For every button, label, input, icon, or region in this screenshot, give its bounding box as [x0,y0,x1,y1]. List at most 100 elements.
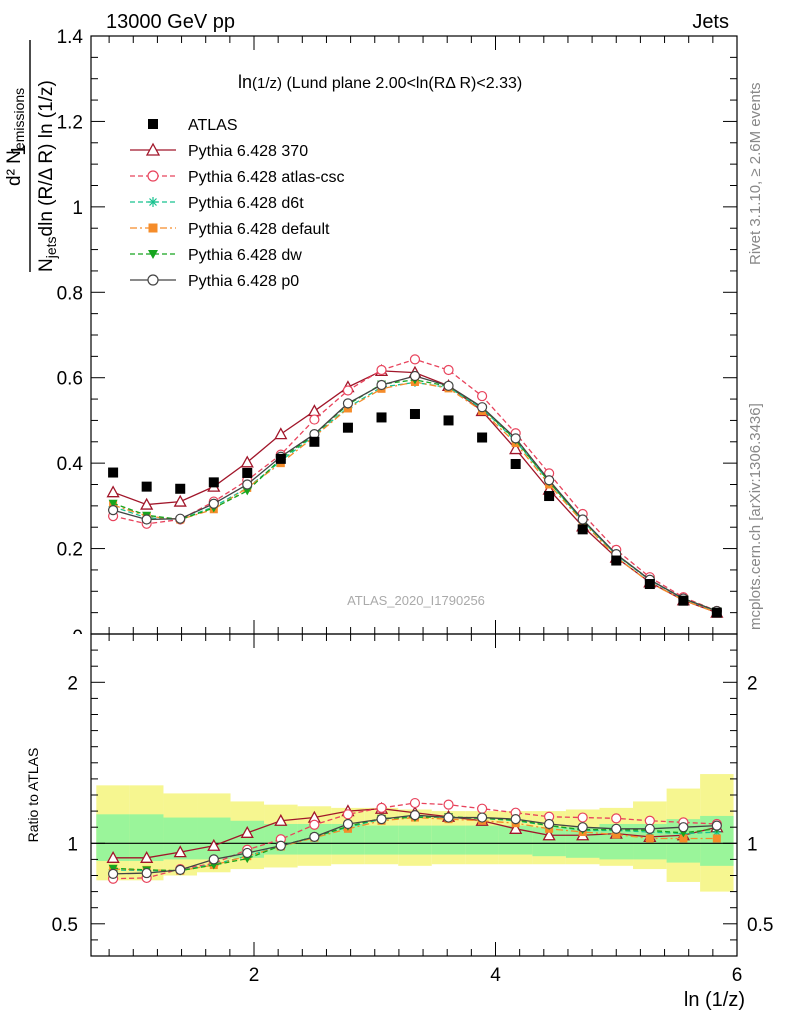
y-label-numerator-main: d² N [4,150,25,186]
atlas-data-point-0 [108,467,119,478]
ratio-point-pythia-6-428-p0-3 [208,854,219,865]
ratio-y-axis-label: Ratio to ATLAS [25,748,41,843]
rivet-version-label: Rivet 3.1.10, ≥ 2.6M events [747,83,764,266]
lower-y-tick-label-right-0: 0.5 [747,915,773,936]
ratio-point-pythia-6-428-370-1 [140,850,154,863]
legend-marker-pythia-6-428-d6t-stroke-d2 [149,198,157,206]
lower-y-tick-label-1: 1 [67,834,78,855]
ratio-point-pythia-6-428-default-17 [679,834,688,843]
upper-point-pythia-6-428-370-0 [106,485,120,498]
legend: ATLAS Pythia 6.428 370 Pythia 6.428 atlas-… [130,117,345,290]
upper-point-pythia-6-428-p0-7 [342,398,354,409]
mcplots-label: mcplots.cern.ch [arXiv:1306.3436] [747,403,764,630]
ratio-point-pythia-6-428-atlas-csc-15 [611,813,622,824]
upper-point-pythia-6-428-p0-8 [376,379,387,391]
ratio-point-pythia-6-428-p0-7 [342,818,354,830]
upper-point-pythia-6-428-370-12 [509,442,523,455]
upper-point-pythia-6-428-370-4 [240,455,254,468]
ratio-point-pythia-6-428-dw-0 [108,864,118,873]
ratio-point-pythia-6-428-370-13 [542,828,556,841]
ratio-point-pythia-6-428-p0-4 [242,847,253,859]
plot-title-main: ln [238,72,252,92]
atlas-data-point-11 [477,432,488,443]
ratio-point-pythia-6-428-370-4 [240,825,254,838]
lower-y-tick-label-2: 2 [67,673,78,694]
x-axis-label: ln (1/z) [684,989,745,1011]
ratio-point-pythia-6-428-p0-6 [309,831,320,842]
upper-y-axis: 0.2 0.4 0.6 0.8 1 1.2 1.4 0 [57,27,737,634]
upper-y-axis-label: 1 d² Nemissions Njetsdln (R/Δ R) ln (1/z… [4,40,59,272]
ratio-point-pythia-6-428-370-2 [173,845,187,858]
upper-point-pythia-6-428-p0-11 [477,402,488,413]
ratio-point-pythia-6-428-p0-10 [443,812,454,823]
atlas-data-point-14 [577,524,588,535]
legend-label-pythia-6-428-atlas-csc: Pythia 6.428 atlas-csc [188,169,345,186]
ratio-point-pythia-6-428-p0-16 [644,823,655,834]
plot-title-rest: (Lund plane 2.00<ln(RΔ R)<2.33) [282,75,522,92]
y-label-denominator-sub: jets [43,236,59,259]
lower-y-tick-label-right-1: 1 [747,834,758,855]
ratio-point-pythia-6-428-atlas-csc-11 [477,803,488,814]
legend-marker-pythia-6-428-dw [148,250,158,259]
upper-line-pythia-6-428-atlas-csc [112,358,718,612]
x-tick-label-1: 4 [490,965,501,986]
upper-series-layer [106,354,724,618]
upper-point-pythia-6-428-p0-2 [175,513,186,524]
upper-point-pythia-6-428-atlas-csc-8 [376,364,387,376]
ratio-point-pythia-6-428-370-5 [274,813,288,826]
plot-title: ln(1/z) (Lund plane 2.00<ln(RΔ R)<2.33) [238,72,522,92]
lower-y-axis: 0.5 0.5 1 1 2 2 [52,649,773,941]
inner-band-bin-11 [465,825,499,855]
upper-point-pythia-6-428-atlas-csc-11 [477,390,488,402]
upper-point-pythia-6-428-p0-4 [242,479,253,490]
legend-marker-pythia-6-428-p0 [147,274,159,286]
upper-y-tick-label-5: 1.2 [57,112,83,133]
ratio-point-pythia-6-428-atlas-csc-8 [376,802,387,813]
upper-point-pythia-6-428-370-5 [274,427,288,440]
ratio-point-pythia-6-428-370-3 [207,838,221,851]
lower-y-tick-label-right-2: 2 [747,673,758,694]
upper-point-pythia-6-428-dw-4 [242,487,252,496]
upper-y-tick-label-1: 0.4 [57,454,84,475]
atlas-data-point-18 [711,607,722,618]
legend-marker-pythia-6-428-atlas-csc [147,170,159,182]
ratio-point-pythia-6-428-370-12 [509,821,523,834]
atlas-data-point-15 [611,555,622,566]
upper-point-pythia-6-428-370-6 [307,404,321,417]
ratio-point-pythia-6-428-p0-14 [577,822,588,833]
inner-band-bin-9 [398,825,432,855]
ratio-uncertainty-bands [96,774,734,892]
upper-point-pythia-6-428-atlas-csc-10 [443,364,454,376]
analysis-watermark: ATLAS_2020_I1790256 [347,593,485,608]
upper-point-pythia-6-428-p0-10 [443,380,454,391]
legend-marker-pythia-6-428-370 [145,142,161,156]
ratio-point-pythia-6-428-atlas-csc-14 [577,812,588,823]
atlas-data-point-13 [544,491,555,502]
upper-point-pythia-6-428-370-2 [173,494,187,507]
upper-y-tick-label-3: 0.8 [57,283,83,304]
upper-point-pythia-6-428-atlas-csc-9 [409,354,421,365]
atlas-data-point-12 [510,458,521,469]
atlas-data-point-16 [644,579,655,590]
atlas-data-point-8 [376,412,387,423]
ratio-point-pythia-6-428-p0-13 [544,818,555,830]
upper-point-pythia-6-428-370-1 [140,497,154,510]
upper-y-tick-label-0: 0.2 [57,540,83,561]
atlas-data-point-4 [242,467,253,478]
ratio-point-pythia-6-428-p0-2 [175,864,186,875]
upper-line-pythia-6-428-370 [112,370,718,614]
upper-point-pythia-6-428-p0-12 [510,433,521,444]
upper-point-pythia-6-428-atlas-csc-6 [309,414,320,425]
ratio-point-pythia-6-428-p0-17 [678,822,689,833]
upper-y-tick-label-6: 1.4 [57,27,84,48]
inner-band-bin-3 [197,817,231,860]
inner-band-bin-10 [431,825,466,855]
ratio-point-pythia-6-428-p0-12 [510,814,521,825]
atlas-data-point-1 [141,481,152,492]
atlas-data-point-9 [409,409,420,420]
y-label-numerator-sub: emissions [11,88,27,150]
upper-point-pythia-6-428-p0-3 [208,498,219,509]
upper-point-pythia-6-428-p0-1 [141,514,152,525]
upper-y-tick-label-2: 0.6 [57,369,83,390]
